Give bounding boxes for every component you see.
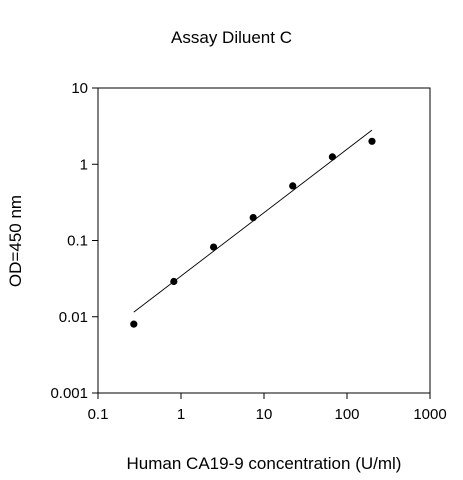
data-point <box>328 153 337 161</box>
x-axis-label: Human CA19-9 concentration (U/ml) <box>127 454 402 473</box>
data-point <box>368 137 376 145</box>
y-tick-label: 0.1 <box>67 233 88 250</box>
y-tick-label: 1 <box>80 156 88 173</box>
y-axis-label: OD=450 nm <box>6 195 25 287</box>
x-tick-label: 0.1 <box>88 406 109 423</box>
x-tick-label: 100 <box>334 406 359 423</box>
data-point <box>289 182 297 190</box>
data-point <box>170 277 178 286</box>
data-point <box>130 320 138 328</box>
chart-title: Assay Diluent C <box>171 28 292 47</box>
data-point <box>209 243 218 251</box>
y-tick-label: 0.01 <box>59 309 88 326</box>
data-point <box>249 213 257 222</box>
y-tick-label: 0.001 <box>50 385 88 402</box>
y-tick-label: 10 <box>71 80 88 97</box>
x-tick-label: 10 <box>256 406 273 423</box>
plot-frame <box>97 87 431 394</box>
fit-line <box>133 129 373 313</box>
x-tick-label: 1000 <box>413 406 446 423</box>
x-tick-label: 1 <box>177 406 185 423</box>
